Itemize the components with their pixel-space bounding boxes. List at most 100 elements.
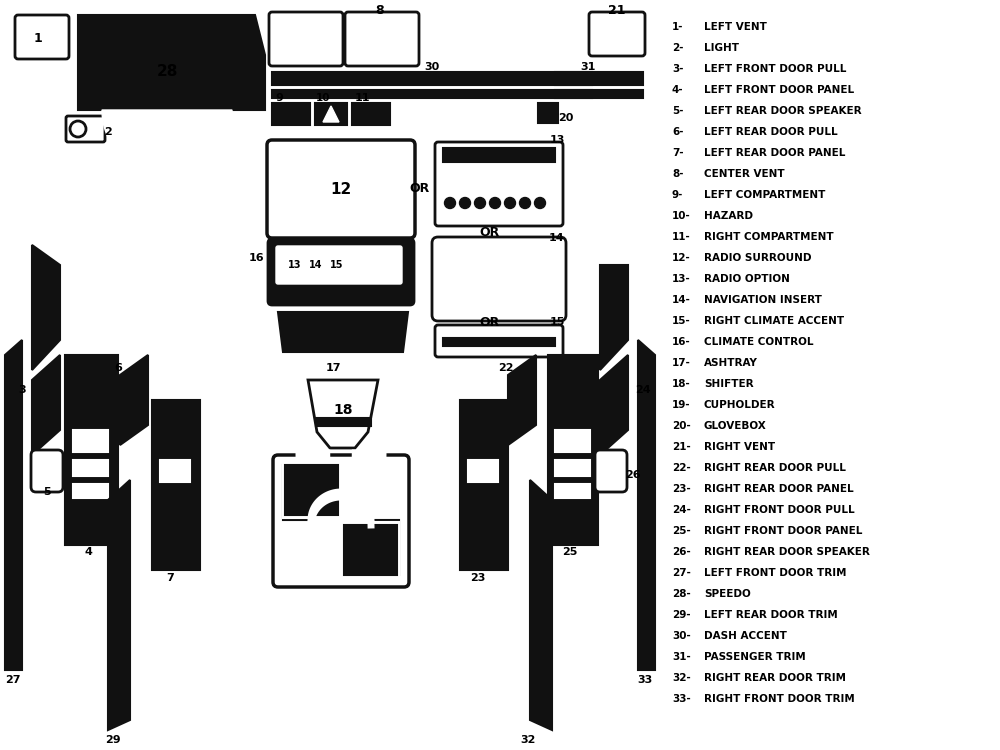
Text: NAVIGATION INSERT: NAVIGATION INSERT bbox=[704, 295, 822, 305]
Text: 15: 15 bbox=[330, 260, 344, 270]
Text: 15-: 15- bbox=[672, 316, 691, 326]
Text: 31-: 31- bbox=[672, 652, 691, 662]
Text: 26-: 26- bbox=[672, 547, 691, 557]
Bar bbox=[443, 338, 555, 346]
Text: DASH ACCENT: DASH ACCENT bbox=[704, 631, 787, 641]
Text: RIGHT CLIMATE ACCENT: RIGHT CLIMATE ACCENT bbox=[704, 316, 844, 326]
Text: CLIMATE CONTROL: CLIMATE CONTROL bbox=[704, 337, 814, 347]
Polygon shape bbox=[508, 355, 536, 445]
Text: 28-: 28- bbox=[672, 589, 691, 599]
Text: LEFT REAR DOOR PANEL: LEFT REAR DOOR PANEL bbox=[704, 148, 845, 158]
Bar bbox=[73, 460, 108, 476]
Bar bbox=[538, 103, 558, 123]
Text: 25: 25 bbox=[562, 547, 578, 557]
Polygon shape bbox=[278, 312, 408, 352]
Polygon shape bbox=[65, 355, 118, 545]
Polygon shape bbox=[341, 522, 399, 578]
Text: 25-: 25- bbox=[672, 526, 691, 536]
Text: 30: 30 bbox=[424, 62, 440, 72]
Bar bbox=[555, 90, 643, 98]
Text: 1: 1 bbox=[34, 32, 42, 44]
Bar bbox=[443, 148, 555, 162]
Text: 15: 15 bbox=[549, 317, 565, 327]
Text: LEFT FRONT DOOR PULL: LEFT FRONT DOOR PULL bbox=[704, 64, 846, 74]
Polygon shape bbox=[32, 355, 60, 455]
Text: 22-: 22- bbox=[672, 463, 691, 473]
Text: 23-: 23- bbox=[672, 484, 691, 494]
Text: LEFT REAR DOOR PULL: LEFT REAR DOOR PULL bbox=[704, 127, 838, 137]
Text: CENTER VENT: CENTER VENT bbox=[704, 169, 785, 179]
Polygon shape bbox=[341, 520, 399, 575]
Text: RADIO OPTION: RADIO OPTION bbox=[704, 274, 790, 284]
FancyBboxPatch shape bbox=[267, 140, 415, 238]
FancyBboxPatch shape bbox=[268, 239, 414, 305]
Polygon shape bbox=[285, 465, 338, 515]
Polygon shape bbox=[108, 480, 130, 730]
Text: 29: 29 bbox=[105, 735, 121, 745]
Circle shape bbox=[534, 197, 546, 208]
Text: 4: 4 bbox=[84, 547, 92, 557]
Text: 21-: 21- bbox=[672, 442, 691, 452]
Text: SPEEDO: SPEEDO bbox=[704, 589, 751, 599]
Circle shape bbox=[520, 197, 530, 208]
Text: RIGHT REAR DOOR PULL: RIGHT REAR DOOR PULL bbox=[704, 463, 846, 473]
Text: RIGHT VENT: RIGHT VENT bbox=[704, 442, 775, 452]
Text: 2: 2 bbox=[104, 127, 112, 137]
Bar bbox=[316, 418, 371, 426]
Text: LEFT COMPARTMENT: LEFT COMPARTMENT bbox=[704, 190, 825, 200]
Text: 24: 24 bbox=[635, 385, 651, 395]
Polygon shape bbox=[283, 465, 341, 520]
Bar bbox=[272, 103, 310, 125]
Text: 10: 10 bbox=[316, 93, 330, 103]
Text: 29-: 29- bbox=[672, 610, 691, 620]
Text: 22: 22 bbox=[498, 363, 514, 373]
Text: ASHTRAY: ASHTRAY bbox=[704, 358, 758, 368]
Text: 18-: 18- bbox=[672, 379, 691, 389]
Text: GLOVEBOX: GLOVEBOX bbox=[704, 421, 767, 431]
Text: 12: 12 bbox=[330, 182, 352, 197]
Circle shape bbox=[460, 197, 471, 208]
Text: 5: 5 bbox=[43, 487, 51, 497]
Bar bbox=[278, 288, 400, 293]
Text: 7: 7 bbox=[166, 573, 174, 583]
FancyBboxPatch shape bbox=[435, 142, 563, 226]
FancyBboxPatch shape bbox=[276, 246, 402, 284]
Text: LIGHT: LIGHT bbox=[704, 43, 739, 53]
Circle shape bbox=[70, 121, 86, 137]
Text: 24-: 24- bbox=[672, 505, 691, 515]
Text: 32-: 32- bbox=[672, 673, 691, 683]
Text: 1-: 1- bbox=[672, 22, 684, 32]
Text: 13: 13 bbox=[288, 260, 302, 270]
Bar bbox=[272, 72, 592, 85]
Text: 13: 13 bbox=[549, 135, 565, 145]
Text: 18: 18 bbox=[333, 403, 353, 417]
Bar bbox=[555, 430, 590, 452]
Text: 8-: 8- bbox=[672, 169, 684, 179]
Text: RIGHT FRONT DOOR PANEL: RIGHT FRONT DOOR PANEL bbox=[704, 526, 862, 536]
Text: 19: 19 bbox=[310, 485, 330, 499]
Text: 11: 11 bbox=[355, 93, 370, 103]
Text: 32: 32 bbox=[520, 735, 536, 745]
FancyBboxPatch shape bbox=[15, 15, 69, 59]
Text: LEFT VENT: LEFT VENT bbox=[704, 22, 767, 32]
Text: 28: 28 bbox=[156, 64, 178, 80]
Text: 26: 26 bbox=[625, 470, 641, 480]
FancyBboxPatch shape bbox=[589, 12, 645, 56]
Text: 6: 6 bbox=[114, 363, 122, 373]
Bar bbox=[315, 103, 347, 125]
Polygon shape bbox=[102, 110, 232, 175]
Polygon shape bbox=[120, 355, 148, 445]
Text: SHIFTER: SHIFTER bbox=[704, 379, 754, 389]
Text: 11-: 11- bbox=[672, 232, 691, 242]
Text: RIGHT REAR DOOR TRIM: RIGHT REAR DOOR TRIM bbox=[704, 673, 846, 683]
Bar bbox=[272, 90, 592, 98]
Polygon shape bbox=[78, 15, 265, 110]
Text: 20-: 20- bbox=[672, 421, 691, 431]
Text: CUPHOLDER: CUPHOLDER bbox=[704, 400, 776, 410]
Bar bbox=[555, 460, 590, 476]
Text: 9: 9 bbox=[275, 93, 283, 103]
Text: 14-: 14- bbox=[672, 295, 691, 305]
Text: 21: 21 bbox=[608, 4, 626, 16]
Circle shape bbox=[505, 197, 516, 208]
Text: 16: 16 bbox=[249, 253, 265, 263]
